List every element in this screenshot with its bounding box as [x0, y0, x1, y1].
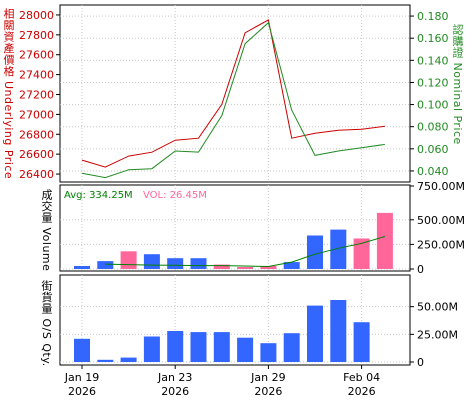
volume-bar: [167, 258, 184, 269]
outstanding-bar: [120, 357, 137, 362]
left-axis-tick-label: 27600: [19, 49, 54, 62]
price-lines: [81, 19, 385, 179]
right-axis-tick-label: 0.080: [417, 121, 449, 134]
volume-bar: [120, 251, 137, 269]
price-panel-frame: [59, 4, 411, 183]
price-grid: [60, 5, 410, 182]
right-axis-tick-label: 0.120: [417, 76, 449, 89]
left-axis-tick-label: 27800: [19, 29, 54, 42]
right-axis-tick-label: 0.060: [417, 143, 449, 156]
volume-axis-tick-label: 0: [417, 263, 424, 276]
outstanding-bar: [237, 337, 254, 362]
outstanding-panel: 50.00M 25.00M 0: [59, 274, 458, 369]
x-axis-tick-label: Feb 04: [343, 371, 380, 384]
price-right-ticks: 0.180 0.160 0.140 0.120 0.100 0.080 0.060 0.040: [410, 10, 449, 178]
volume-last-label: VOL: 26.45M: [143, 190, 207, 201]
outstanding-bar: [143, 336, 160, 362]
left-axis-tick-label: 26800: [19, 128, 54, 141]
volume-bar: [307, 235, 323, 269]
volume-bar: [353, 238, 370, 269]
volume-axis-title: 成交量 Volume: [40, 189, 53, 272]
outstanding-bar: [260, 343, 277, 362]
volume-bar: [74, 266, 90, 269]
right-axis-title: 認購證 Nominal Price: [451, 24, 464, 145]
outstanding-bar: [213, 332, 230, 362]
outstanding-ticks: 50.00M 25.00M 0: [410, 301, 458, 369]
outstanding-panel-frame: [59, 274, 411, 366]
left-axis-tick-label: 26600: [19, 148, 54, 161]
outstanding-bar: [74, 338, 90, 362]
volume-avg-line: [105, 236, 386, 268]
right-axis-tick-label: 0.160: [417, 32, 449, 45]
volume-avg-label: Avg: 334.25M: [64, 190, 133, 201]
left-axis-tick-label: 27400: [19, 69, 54, 82]
volume-panel-frame: [59, 184, 411, 272]
outstanding-bar: [167, 331, 184, 362]
left-axis-tick-label: 27200: [19, 88, 54, 101]
volume-bar: [283, 262, 300, 269]
right-axis-tick-label: 0.040: [417, 165, 449, 178]
nominal-price-line: [81, 21, 385, 179]
left-axis-tick-label: 26400: [19, 168, 54, 181]
outstanding-bar: [283, 333, 300, 362]
outstanding-bar: [330, 300, 347, 362]
x-axis-tick-year: 2026: [68, 385, 96, 398]
x-axis-tick-year: 2026: [161, 385, 189, 398]
volume-bar: [190, 258, 207, 269]
volume-bar: [213, 264, 230, 269]
x-axis-tick-label: Jan 23: [157, 371, 192, 384]
volume-bar: [376, 212, 393, 269]
right-axis-tick-label: 0.140: [417, 54, 449, 67]
right-axis-tick-label: 0.180: [417, 10, 449, 23]
volume-axis-tick-label: 250.00M: [417, 238, 465, 251]
outstanding-bar: [97, 359, 114, 362]
outstanding-bars: [74, 300, 370, 362]
volume-panel: 750.00M 500.00M 250.00M 0 Avg: 334.25M VOL:…: [59, 180, 465, 276]
volume-avg-polyline: [105, 236, 386, 268]
outstanding-axis-tick-label: 0: [417, 356, 424, 369]
price-left-ticks: 28000 27800 27600 27400 27200 27000 26800 26600…: [19, 9, 60, 181]
volume-axis-tick-label: 500.00M: [417, 214, 465, 227]
left-axis-tick-label: 27000: [19, 108, 54, 121]
volume-bar: [97, 261, 114, 269]
outstanding-axis-tick-label: 25.00M: [417, 328, 458, 341]
left-axis-title: 相關資產價格 Underlying Price: [2, 8, 15, 180]
volume-bar: [260, 266, 277, 269]
x-axis-tick-label: Jan 29: [250, 371, 285, 384]
volume-axis-tick-label: 750.00M: [417, 180, 465, 193]
outstanding-bar: [190, 332, 207, 362]
x-axis-tick-year: 2026: [348, 385, 376, 398]
x-axis-tick-year: 2026: [254, 385, 282, 398]
volume-bar: [237, 267, 254, 269]
volume-bar: [330, 229, 347, 269]
volume-grid: [60, 185, 410, 271]
volume-bar: [143, 254, 160, 269]
left-axis-tick-label: 28000: [19, 9, 54, 22]
outstanding-bar: [353, 322, 370, 362]
price-panel: 28000 27800 27600 27400 27200 27000 26800 26600…: [19, 4, 449, 183]
outstanding-axis-title: 街貨量 O/S Qty.: [40, 280, 53, 367]
volume-ticks: 750.00M 500.00M 250.00M 0: [410, 180, 465, 276]
underlying-price-line: [81, 19, 385, 168]
right-axis-tick-label: 0.100: [417, 99, 449, 112]
outstanding-bar: [307, 305, 323, 362]
outstanding-axis-tick-label: 50.00M: [417, 301, 458, 314]
x-axis-tick-label: Jan 19: [64, 371, 99, 384]
